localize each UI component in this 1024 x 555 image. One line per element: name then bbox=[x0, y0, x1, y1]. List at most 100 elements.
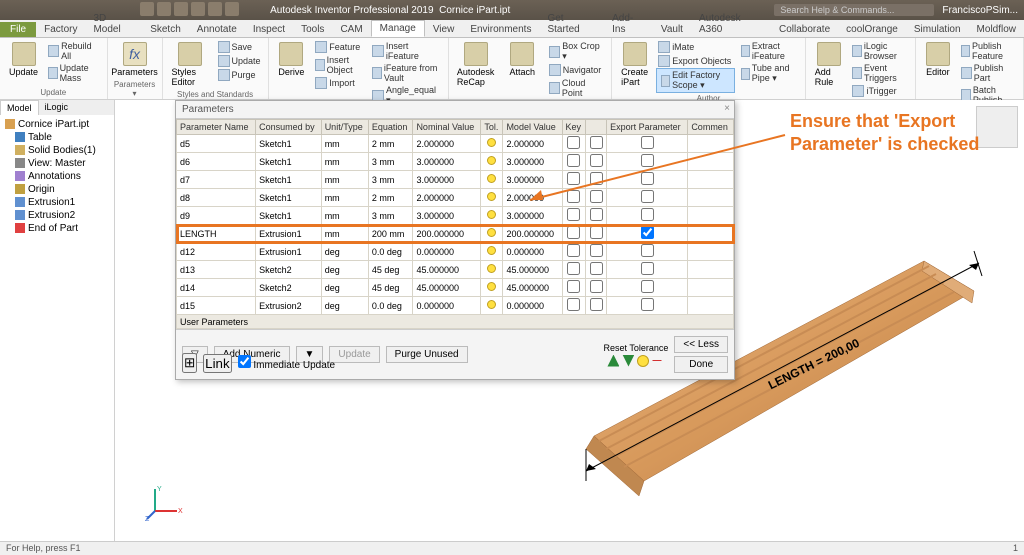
tab-vault[interactable]: Vault bbox=[653, 22, 691, 37]
tree-node[interactable]: End of Part bbox=[3, 222, 111, 235]
param-row[interactable]: d7Sketch1mm3 mm3.0000003.000000 bbox=[177, 171, 734, 189]
param-row[interactable]: d14Sketch2deg45 deg45.00000045.000000 bbox=[177, 279, 734, 297]
tolerance-icon[interactable] bbox=[487, 138, 496, 147]
qat-item[interactable] bbox=[174, 2, 188, 16]
immediate-update-check[interactable]: Immediate Update bbox=[238, 355, 336, 371]
qat-item[interactable] bbox=[225, 2, 239, 16]
tab-3dmodel[interactable]: 3D Model bbox=[85, 11, 142, 37]
extra-checkbox[interactable] bbox=[590, 280, 603, 293]
tolerance-icon[interactable] bbox=[487, 156, 496, 165]
btn-createipart[interactable]: Create iPart bbox=[617, 40, 652, 93]
extra-checkbox[interactable] bbox=[590, 136, 603, 149]
tab-cam[interactable]: CAM bbox=[332, 22, 370, 37]
btn-ifeature[interactable]: Insert iFeature bbox=[370, 40, 442, 62]
tab-view[interactable]: View bbox=[425, 22, 463, 37]
tolerance-icon[interactable] bbox=[487, 282, 496, 291]
tab-getstarted[interactable]: Get Started bbox=[539, 11, 604, 37]
tab-annotate[interactable]: Annotate bbox=[189, 22, 245, 37]
viewcube-icon[interactable] bbox=[976, 106, 1018, 148]
btn-styles-purge[interactable]: Purge bbox=[216, 68, 263, 82]
export-checkbox[interactable] bbox=[641, 136, 654, 149]
key-checkbox[interactable] bbox=[567, 298, 580, 311]
btn-ilogicbrowser[interactable]: iLogic Browser bbox=[850, 40, 909, 62]
param-col-9[interactable]: Export Parameter bbox=[607, 120, 688, 135]
tree-node[interactable]: Extrusion1 bbox=[3, 196, 111, 209]
tree-node[interactable]: View: Master bbox=[3, 157, 111, 170]
key-checkbox[interactable] bbox=[567, 280, 580, 293]
circle-icon[interactable] bbox=[637, 355, 649, 367]
btn-ifeatvault[interactable]: iFeature from Vault bbox=[370, 62, 442, 84]
tolerance-icon[interactable] bbox=[487, 210, 496, 219]
tolerance-icon[interactable] bbox=[487, 192, 496, 201]
extra-checkbox[interactable] bbox=[590, 226, 603, 239]
param-col-3[interactable]: Equation bbox=[368, 120, 413, 135]
tree-node[interactable]: Origin bbox=[3, 183, 111, 196]
btn-updatemass[interactable]: Update Mass bbox=[46, 62, 102, 84]
param-row[interactable]: d8Sketch1mm2 mm2.0000002.000000 bbox=[177, 189, 734, 207]
export-checkbox[interactable] bbox=[641, 172, 654, 185]
key-checkbox[interactable] bbox=[567, 154, 580, 167]
btn-editor[interactable]: Editor bbox=[921, 40, 955, 106]
key-checkbox[interactable] bbox=[567, 208, 580, 221]
param-col-1[interactable]: Consumed by bbox=[256, 120, 322, 135]
tab-sim[interactable]: Simulation bbox=[906, 22, 969, 37]
btn-pubpart[interactable]: Publish Part bbox=[959, 62, 1018, 84]
tab-addins[interactable]: Add-Ins bbox=[604, 11, 653, 37]
btn-exportobj[interactable]: Export Objects bbox=[656, 54, 735, 68]
btn-itrigger[interactable]: iTrigger bbox=[850, 84, 909, 98]
tab-sketch[interactable]: Sketch bbox=[142, 22, 189, 37]
param-col-0[interactable]: Parameter Name bbox=[177, 120, 256, 135]
param-col-7[interactable]: Key bbox=[562, 120, 586, 135]
user-name[interactable]: FranciscoPSim... bbox=[942, 5, 1018, 16]
qat-item[interactable] bbox=[191, 2, 205, 16]
extra-checkbox[interactable] bbox=[590, 208, 603, 221]
less-button[interactable]: << Less bbox=[674, 336, 728, 353]
param-row[interactable]: d12Extrusion1deg0.0 deg0.0000000.000000 bbox=[177, 243, 734, 261]
qat-item[interactable] bbox=[208, 2, 222, 16]
btn-feature[interactable]: Feature bbox=[313, 40, 366, 54]
param-col-10[interactable]: Commen bbox=[688, 120, 734, 135]
key-checkbox[interactable] bbox=[567, 172, 580, 185]
close-icon[interactable]: × bbox=[724, 103, 730, 114]
browser-tab-ilogic[interactable]: iLogic bbox=[39, 100, 75, 115]
search-box[interactable]: Search Help & Commands... bbox=[774, 4, 934, 16]
extra-checkbox[interactable] bbox=[590, 244, 603, 257]
tolerance-icon[interactable] bbox=[487, 228, 496, 237]
export-checkbox[interactable] bbox=[641, 244, 654, 257]
tab-collab[interactable]: Collaborate bbox=[771, 22, 838, 37]
btn-parameters[interactable]: fxParameters bbox=[113, 40, 157, 79]
tolerance-icon[interactable] bbox=[487, 264, 496, 273]
key-checkbox[interactable] bbox=[567, 136, 580, 149]
param-row[interactable]: LENGTHExtrusion1mm200 mm200.000000200.00… bbox=[177, 225, 734, 243]
param-col-4[interactable]: Nominal Value bbox=[413, 120, 481, 135]
btn-addrule[interactable]: Add Rule bbox=[811, 40, 847, 98]
tree-root[interactable]: Cornice iPart.ipt bbox=[3, 118, 111, 131]
param-row[interactable]: d6Sketch1mm3 mm3.0000003.000000 bbox=[177, 153, 734, 171]
tab-env[interactable]: Environments bbox=[462, 22, 539, 37]
btn-attach[interactable]: Attach bbox=[502, 40, 543, 99]
tab-factory[interactable]: Factory bbox=[36, 22, 85, 37]
tree-node[interactable]: Solid Bodies(1) bbox=[3, 144, 111, 157]
param-row[interactable]: d15Extrusion2deg0.0 deg0.0000000.000000 bbox=[177, 297, 734, 315]
key-checkbox[interactable] bbox=[567, 262, 580, 275]
param-row[interactable]: d9Sketch1mm3 mm3.0000003.000000 bbox=[177, 207, 734, 225]
tab-inspect[interactable]: Inspect bbox=[245, 22, 293, 37]
btn-styles-update[interactable]: Update bbox=[216, 54, 263, 68]
btn-styles-save[interactable]: Save bbox=[216, 40, 263, 54]
btn-rebuildall[interactable]: Rebuild All bbox=[46, 40, 102, 62]
link-button[interactable]: Link bbox=[203, 354, 231, 373]
param-row[interactable]: d13Sketch2deg45 deg45.00000045.000000 bbox=[177, 261, 734, 279]
export-options-button[interactable]: ⊞ bbox=[182, 353, 197, 373]
export-checkbox[interactable] bbox=[641, 280, 654, 293]
btn-pubfeat[interactable]: Publish Feature bbox=[959, 40, 1018, 62]
triangle-up-icon[interactable] bbox=[607, 355, 619, 367]
extra-checkbox[interactable] bbox=[590, 190, 603, 203]
user-parameters-row[interactable]: User Parameters bbox=[177, 315, 734, 329]
tree-node[interactable]: Extrusion2 bbox=[3, 209, 111, 222]
btn-boxcrop[interactable]: Box Crop ▾ bbox=[547, 40, 606, 63]
export-checkbox[interactable] bbox=[641, 298, 654, 311]
btn-insertobj[interactable]: Insert Object bbox=[313, 54, 366, 76]
export-checkbox[interactable] bbox=[641, 208, 654, 221]
qat-item[interactable] bbox=[140, 2, 154, 16]
purge-button[interactable]: Purge Unused bbox=[386, 346, 468, 363]
